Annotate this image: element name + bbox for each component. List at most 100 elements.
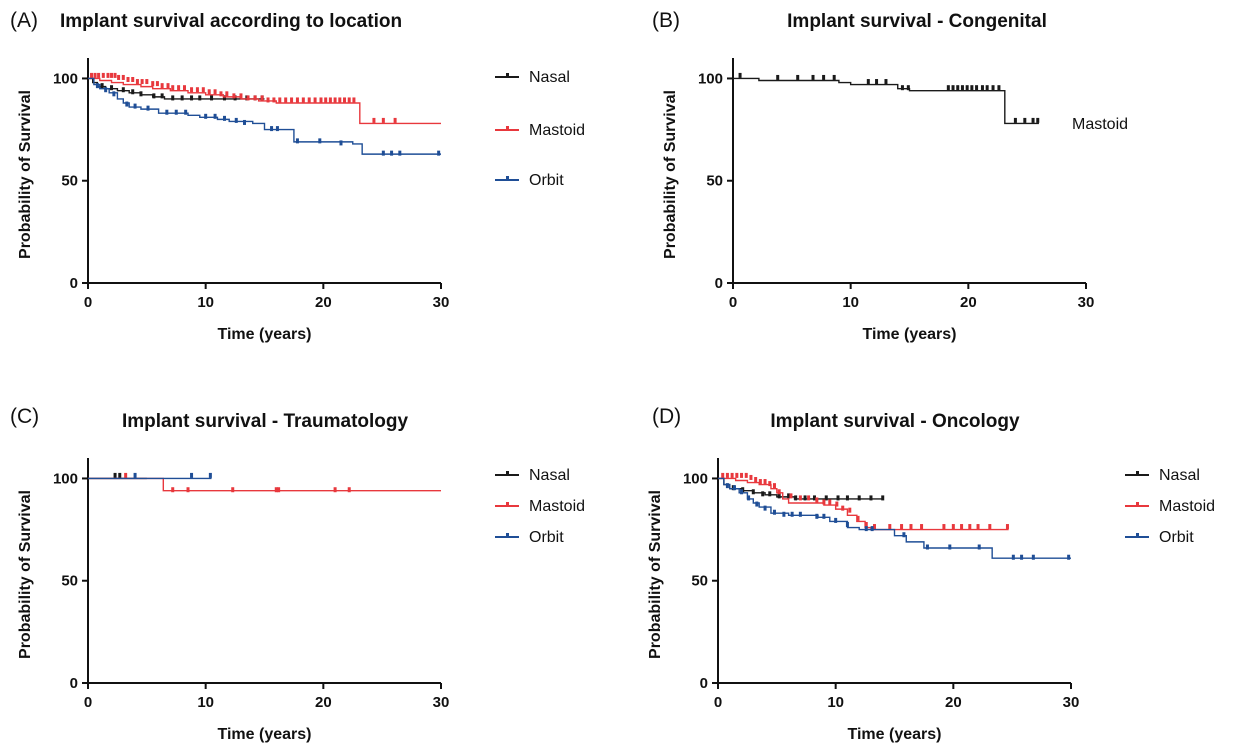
y-tick-label: 50	[691, 573, 708, 590]
censor-mark-orbit	[772, 509, 776, 515]
censor-mark-mastoid	[1023, 117, 1027, 123]
legend-marker-nasal	[506, 471, 509, 476]
censor-mark-mastoid	[239, 93, 243, 99]
censor-mark-mastoid	[730, 472, 734, 478]
x-tick-label: 10	[197, 694, 214, 711]
panel-b: (B) Implant survival - Congenital 0 10 20 30 0…	[652, 9, 1128, 343]
censor-mark-orbit	[1020, 554, 1024, 560]
legend-marker-mastoid	[506, 502, 509, 507]
censor-mark-orbit	[815, 513, 819, 519]
x-tick-label: 20	[315, 294, 332, 311]
censor-mark-mastoid	[888, 524, 892, 530]
x-tick-label: 30	[433, 694, 450, 711]
censor-mark-nasal	[803, 495, 807, 501]
censor-mark-mastoid	[866, 79, 870, 85]
censor-mark-nasal	[824, 495, 828, 501]
legend-label-mastoid: Mastoid	[529, 122, 585, 139]
censor-mark-nasal	[857, 495, 861, 501]
censor-mark-nasal	[787, 493, 791, 499]
censor-mark-mastoid	[131, 77, 135, 82]
censor-mark-orbit	[845, 522, 849, 527]
legend-label-mastoid: Mastoid	[529, 498, 585, 515]
censor-mark-mastoid	[284, 97, 288, 103]
censor-mark-mastoid	[145, 79, 149, 85]
censor-mark-mastoid	[117, 74, 121, 80]
censor-mark-mastoid	[201, 87, 205, 93]
censor-mark-orbit	[398, 150, 402, 156]
censor-mark-orbit	[165, 109, 169, 115]
censor-mark-mastoid	[900, 524, 904, 530]
x-tick-label: 30	[1078, 294, 1095, 311]
censor-mark-mastoid	[920, 524, 924, 530]
censor-mark-mastoid	[772, 483, 776, 489]
censor-mark-mastoid	[811, 74, 815, 80]
series-line-mastoid	[88, 77, 441, 125]
censor-mark-nasal	[794, 495, 798, 501]
censor-mark-nasal	[110, 85, 114, 91]
censor-mark-mastoid	[393, 117, 397, 123]
censor-mark-mastoid	[906, 85, 910, 91]
censor-mark-orbit	[190, 472, 194, 478]
censor-mark-orbit	[208, 472, 212, 478]
censor-mark-mastoid	[110, 72, 114, 78]
censor-mark-orbit	[390, 150, 394, 156]
censor-mark-orbit	[295, 138, 299, 144]
censor-mark-mastoid	[822, 74, 826, 80]
censor-mark-orbit	[864, 526, 868, 532]
censor-mark-mastoid	[190, 87, 194, 93]
x-tick-label: 20	[960, 294, 977, 311]
censor-mark-nasal	[152, 93, 156, 99]
censor-mark-mastoid	[182, 85, 186, 91]
legend-label-mastoid: Mastoid	[1072, 116, 1128, 133]
censor-mark-mastoid	[381, 117, 385, 123]
censor-mark-orbit	[146, 105, 150, 111]
censor-mark-orbit	[222, 115, 226, 121]
censor-mark-mastoid	[97, 72, 101, 78]
censor-mark-orbit	[740, 489, 744, 495]
censor-mark-orbit	[732, 485, 736, 491]
legend-marker-orbit	[1136, 533, 1139, 538]
panel-letter: (C)	[10, 405, 39, 428]
censor-mark-mastoid	[343, 97, 347, 103]
censor-mark-mastoid	[815, 497, 819, 503]
censor-mark-mastoid	[333, 487, 337, 493]
censor-mark-nasal	[171, 95, 175, 101]
panel-c: (C) Implant survival - Traumatology 0 10 20 3…	[10, 405, 585, 743]
censor-mark-mastoid	[988, 524, 992, 530]
censor-mark-mastoid	[884, 79, 888, 85]
legend-label-nasal: Nasal	[529, 467, 570, 484]
censor-mark-orbit	[798, 511, 802, 517]
censor-mark-mastoid	[151, 81, 155, 87]
censor-mark-mastoid	[991, 85, 995, 91]
censor-mark-mastoid	[946, 85, 950, 91]
censor-mark-mastoid	[822, 499, 826, 505]
censor-mark-mastoid	[942, 524, 946, 530]
censor-mark-orbit	[104, 87, 108, 93]
censor-mark-nasal	[845, 495, 849, 501]
legend-marker-nasal	[506, 73, 509, 78]
censor-mark-nasal	[751, 489, 755, 495]
censor-mark-orbit	[790, 511, 794, 517]
panel-d: (D) Implant survival - Oncology 0 10 20 30 0 50…	[647, 405, 1215, 743]
censor-mark-mastoid	[246, 95, 250, 101]
censor-mark-nasal	[777, 493, 781, 499]
censor-mark-mastoid	[338, 97, 342, 103]
censor-mark-mastoid	[106, 72, 110, 78]
censor-mark-mastoid	[900, 85, 904, 91]
x-tick-label: 30	[1063, 694, 1080, 711]
censor-mark-mastoid	[213, 89, 217, 95]
censor-mark-mastoid	[319, 97, 323, 103]
censor-mark-mastoid	[295, 97, 299, 103]
censor-mark-mastoid	[260, 95, 264, 101]
censor-mark-mastoid	[828, 499, 832, 505]
censor-mark-mastoid	[738, 72, 742, 78]
censor-mark-mastoid	[101, 72, 105, 78]
censor-mark-mastoid	[93, 72, 97, 78]
censor-mark-mastoid	[832, 74, 836, 80]
censor-mark-orbit	[184, 109, 188, 115]
censor-mark-mastoid	[352, 97, 356, 103]
censor-mark-mastoid	[231, 487, 235, 493]
censor-mark-mastoid	[274, 487, 278, 493]
censor-mark-mastoid	[307, 97, 311, 103]
censor-mark-mastoid	[744, 472, 748, 478]
